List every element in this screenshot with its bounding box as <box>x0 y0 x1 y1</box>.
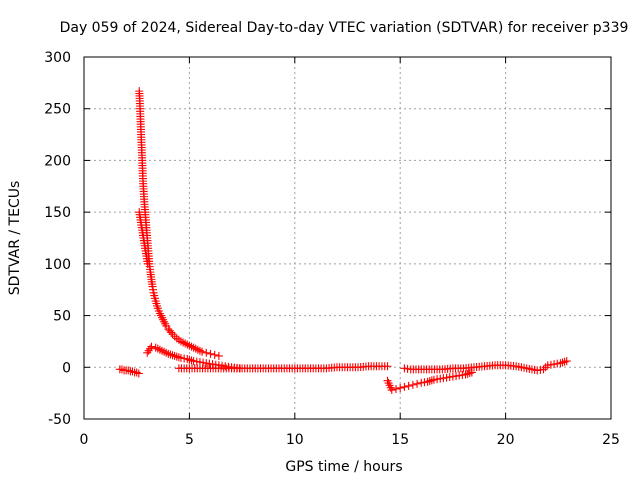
data-point <box>170 332 179 341</box>
data-point <box>400 382 409 391</box>
data-point <box>151 343 160 352</box>
data-point <box>174 335 183 344</box>
data-point <box>423 377 432 386</box>
data-point <box>170 351 179 360</box>
data-point <box>539 365 548 374</box>
x-tick-label: 10 <box>286 432 304 448</box>
data-point <box>413 379 422 388</box>
axis-ticks: 0 5 10 15 20 25 -50 0 50 100 150 200 250 300 <box>44 50 620 448</box>
data-point <box>558 358 567 367</box>
y-tick-label: 150 <box>44 205 71 221</box>
data-point <box>153 344 162 353</box>
data-point <box>183 340 192 349</box>
plot-frame <box>83 56 612 420</box>
data-point <box>187 356 196 365</box>
data-point <box>143 259 152 268</box>
data-point <box>167 328 176 337</box>
data-point <box>210 350 219 359</box>
data-point <box>202 348 211 357</box>
data-point <box>383 362 392 371</box>
data-point <box>160 347 169 356</box>
data-point <box>174 353 183 362</box>
data-point <box>143 348 152 357</box>
data-point <box>556 359 565 368</box>
chart-title: Day 059 of 2024, Sidereal Day-to-day VTE… <box>60 20 629 36</box>
data-point <box>206 349 215 358</box>
data-point <box>193 345 202 354</box>
data-point <box>155 345 164 354</box>
y-tick-label: 200 <box>44 153 71 169</box>
x-tick-label: 20 <box>497 432 515 448</box>
data-point <box>164 349 173 358</box>
data-point <box>189 343 198 352</box>
data-point <box>168 330 177 339</box>
data-point <box>117 365 126 374</box>
data-point <box>198 347 207 356</box>
data-point <box>408 380 417 389</box>
x-axis-label: GPS time / hours <box>285 459 402 475</box>
x-tick-label: 5 <box>185 432 194 448</box>
y-tick-label: -50 <box>48 412 71 428</box>
data-point <box>387 386 396 395</box>
data-point <box>172 334 181 343</box>
data-point <box>147 342 156 351</box>
data-point <box>404 381 413 390</box>
data-point <box>463 369 472 378</box>
data-point <box>161 319 170 328</box>
y-tick-label: 50 <box>53 309 71 325</box>
data-point <box>132 368 141 377</box>
y-tick-label: 300 <box>44 50 71 66</box>
data-point <box>160 317 169 326</box>
x-tick-label: 0 <box>80 432 89 448</box>
data-point <box>156 311 165 320</box>
data-point <box>185 355 194 364</box>
data-point <box>465 369 474 378</box>
data-point <box>183 355 192 364</box>
data-point <box>181 339 190 348</box>
data-point <box>146 344 155 353</box>
data-point <box>176 337 185 346</box>
data-point <box>427 376 436 385</box>
data-point <box>124 366 133 375</box>
x-tick-label: 25 <box>602 432 620 448</box>
data-point <box>195 346 204 355</box>
x-tick-label: 15 <box>391 432 409 448</box>
y-tick-label: 0 <box>62 360 71 376</box>
y-tick-label: 250 <box>44 102 71 118</box>
data-point <box>157 313 166 322</box>
data-point <box>214 351 223 360</box>
data-point <box>172 352 181 361</box>
data-point <box>159 315 168 324</box>
data-point <box>128 367 137 376</box>
data-point <box>541 363 550 372</box>
data-point <box>155 309 164 318</box>
data-point <box>179 338 188 347</box>
y-axis-label: SDTVAR / TECUs <box>7 181 23 296</box>
data-point <box>168 351 177 360</box>
data-point <box>162 348 171 357</box>
data-points <box>115 87 571 395</box>
data-point <box>562 357 571 366</box>
data-point <box>560 357 569 366</box>
data-point <box>191 344 200 353</box>
data-point <box>157 346 166 355</box>
data-point <box>396 383 405 392</box>
data-point <box>425 377 434 386</box>
data-point <box>391 385 400 394</box>
y-tick-label: 100 <box>44 257 71 273</box>
data-point <box>187 342 196 351</box>
data-point <box>166 350 175 359</box>
data-point <box>134 369 143 378</box>
data-point <box>144 346 153 355</box>
data-point <box>185 341 194 350</box>
